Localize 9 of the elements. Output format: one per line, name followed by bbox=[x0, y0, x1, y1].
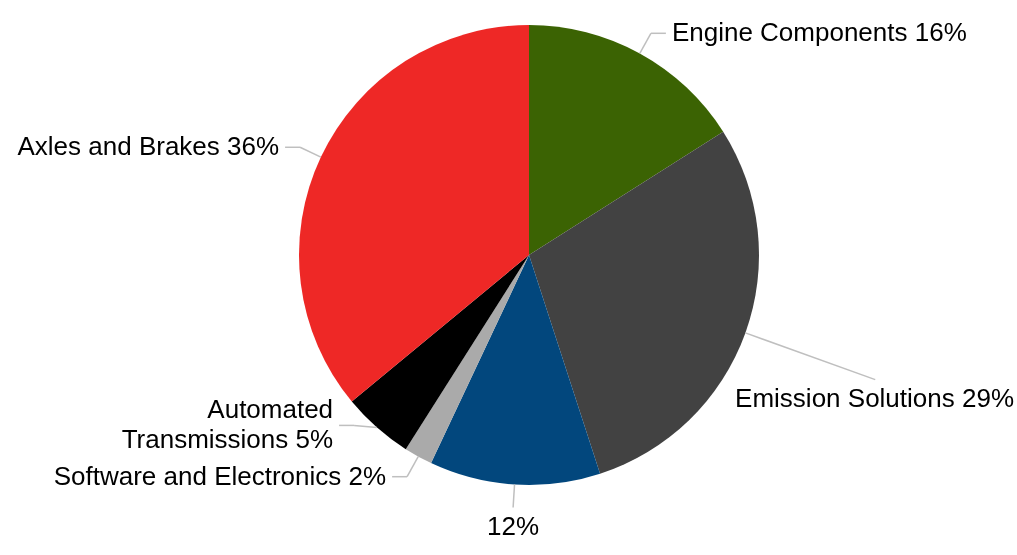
slice-label: Engine Components 16% bbox=[671, 17, 967, 48]
slice-label: Software and Electronics 2% bbox=[53, 460, 387, 491]
pie-slice bbox=[431, 255, 601, 485]
slice-label: Emission Solutions 29% bbox=[735, 382, 1014, 413]
pie-slice bbox=[405, 255, 529, 464]
data-label: 12% bbox=[487, 510, 540, 541]
slice-label: Automated Transmissions 5% bbox=[121, 394, 334, 455]
slice-label: Axles and Brakes 36% bbox=[17, 131, 280, 162]
pie-slice bbox=[351, 255, 529, 450]
